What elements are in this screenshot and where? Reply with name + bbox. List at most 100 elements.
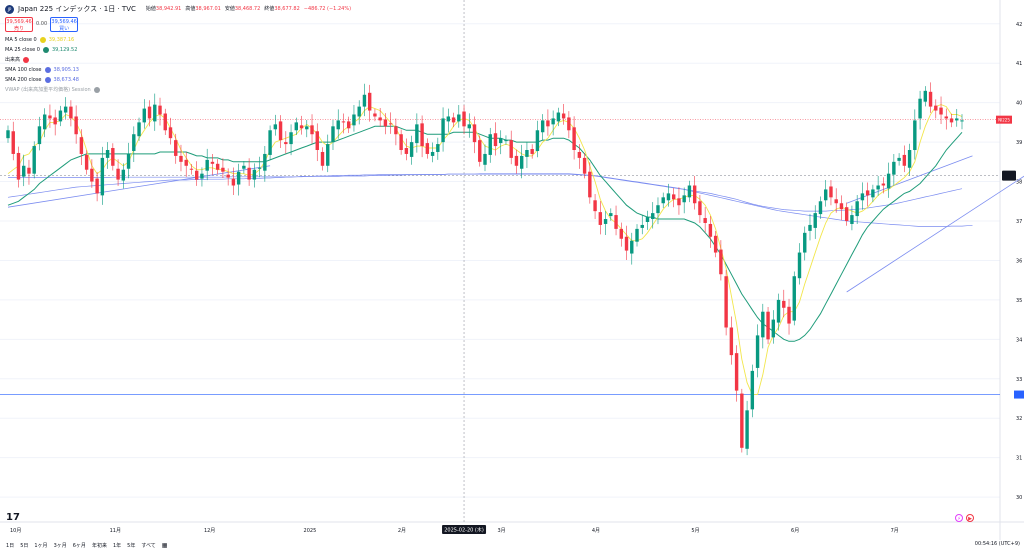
- candle[interactable]: [525, 150, 529, 157]
- candle[interactable]: [409, 142, 414, 157]
- range-button[interactable]: 5日: [20, 542, 29, 549]
- candle[interactable]: [598, 212, 603, 225]
- candle[interactable]: [299, 125, 304, 129]
- range-button[interactable]: 6ヶ月: [72, 542, 86, 549]
- candle[interactable]: [378, 117, 382, 121]
- candle[interactable]: [651, 213, 655, 220]
- candle[interactable]: [268, 130, 272, 155]
- candle[interactable]: [472, 124, 477, 143]
- candle[interactable]: [493, 133, 498, 147]
- candle[interactable]: [881, 183, 886, 186]
- candle[interactable]: [776, 299, 781, 323]
- candle[interactable]: [546, 120, 550, 127]
- replay-icon[interactable]: ▶: [966, 514, 974, 522]
- candle[interactable]: [692, 185, 697, 204]
- candle[interactable]: [797, 252, 802, 279]
- candle[interactable]: [42, 114, 47, 130]
- sma200-line[interactable]: [8, 173, 973, 227]
- candle[interactable]: [105, 150, 110, 158]
- candle[interactable]: [792, 276, 796, 321]
- candle[interactable]: [242, 165, 246, 169]
- candle[interactable]: [955, 118, 959, 121]
- candle[interactable]: [236, 171, 241, 185]
- candle[interactable]: [886, 173, 891, 189]
- candle[interactable]: [404, 148, 409, 154]
- candle[interactable]: [289, 132, 293, 145]
- candle[interactable]: [939, 107, 943, 115]
- candle[interactable]: [944, 116, 948, 119]
- candle[interactable]: [341, 121, 346, 123]
- candle[interactable]: [362, 94, 367, 107]
- candle[interactable]: [441, 118, 445, 143]
- range-button[interactable]: すべて: [141, 542, 156, 549]
- candle[interactable]: [194, 170, 199, 180]
- trend-line[interactable]: [7, 165, 271, 208]
- candle[interactable]: [294, 122, 299, 131]
- candle[interactable]: [876, 185, 880, 190]
- candle[interactable]: [132, 134, 136, 151]
- candle[interactable]: [100, 157, 105, 196]
- candle[interactable]: [388, 123, 393, 125]
- indicator-row[interactable]: VWAP (出来高加重平均価格) Session: [5, 85, 351, 95]
- candle[interactable]: [635, 228, 639, 242]
- candle[interactable]: [415, 124, 419, 144]
- candle[interactable]: [174, 140, 178, 156]
- candle[interactable]: [383, 119, 388, 127]
- candle[interactable]: [478, 140, 482, 162]
- trend-line[interactable]: [846, 175, 1024, 293]
- candle[interactable]: [231, 178, 236, 186]
- candle[interactable]: [514, 155, 519, 166]
- candle[interactable]: [745, 410, 749, 449]
- candle[interactable]: [719, 249, 723, 275]
- candle[interactable]: [677, 198, 681, 206]
- candle[interactable]: [687, 185, 692, 198]
- candle[interactable]: [703, 218, 707, 223]
- candle[interactable]: [48, 115, 52, 119]
- candle[interactable]: [210, 161, 215, 164]
- candle[interactable]: [640, 224, 644, 228]
- candle[interactable]: [504, 140, 508, 142]
- candle[interactable]: [11, 131, 15, 154]
- candle[interactable]: [708, 223, 713, 237]
- candle[interactable]: [205, 159, 209, 171]
- candle[interactable]: [63, 106, 68, 113]
- candle[interactable]: [352, 114, 356, 126]
- candle[interactable]: [818, 201, 823, 215]
- candle[interactable]: [834, 199, 838, 204]
- candle[interactable]: [871, 189, 875, 198]
- candle[interactable]: [850, 215, 854, 224]
- indicator-row[interactable]: SMA 100 close 38,905.13: [5, 65, 351, 75]
- candle[interactable]: [331, 126, 335, 143]
- candle[interactable]: [126, 153, 131, 169]
- candle[interactable]: [593, 200, 597, 212]
- candle[interactable]: [577, 151, 582, 158]
- candle[interactable]: [257, 167, 262, 169]
- candle[interactable]: [698, 201, 702, 216]
- candle[interactable]: [766, 311, 770, 340]
- candle[interactable]: [367, 92, 372, 111]
- candle[interactable]: [95, 178, 99, 194]
- candle[interactable]: [761, 311, 765, 338]
- candle[interactable]: [829, 186, 833, 198]
- candle[interactable]: [734, 353, 739, 391]
- candle[interactable]: [247, 167, 251, 180]
- candle[interactable]: [556, 112, 561, 122]
- candle[interactable]: [347, 121, 351, 129]
- candle[interactable]: [844, 207, 849, 221]
- candle[interactable]: [90, 168, 94, 182]
- candle[interactable]: [755, 335, 760, 368]
- candle[interactable]: [782, 300, 786, 308]
- candle[interactable]: [430, 151, 435, 156]
- candle[interactable]: [923, 90, 928, 102]
- buy-button[interactable]: 39,569.46 買い: [50, 17, 79, 32]
- range-button[interactable]: 1日: [6, 542, 15, 549]
- candle[interactable]: [168, 127, 173, 139]
- indicator-row[interactable]: 出来高: [5, 55, 351, 65]
- candle[interactable]: [320, 151, 325, 166]
- candle[interactable]: [153, 104, 157, 122]
- candle[interactable]: [6, 130, 10, 139]
- ma25-line[interactable]: [7, 125, 963, 342]
- candle[interactable]: [184, 159, 188, 166]
- indicator-row[interactable]: MA 25 close 0 39,129.52: [5, 45, 351, 55]
